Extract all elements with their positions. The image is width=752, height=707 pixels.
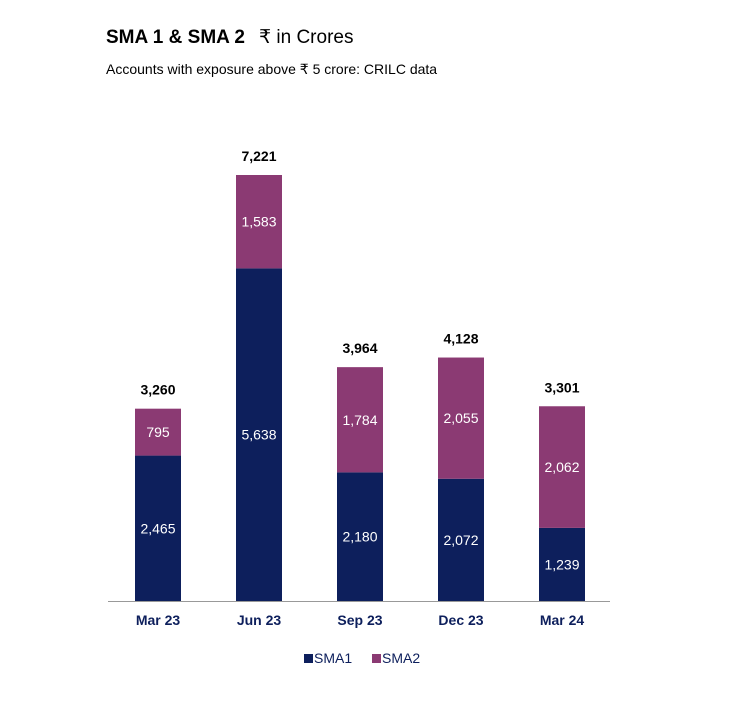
legend-swatch-sma2: [372, 654, 381, 663]
total-label-3: 4,128: [443, 330, 478, 346]
bar-sma1-2: [337, 472, 383, 601]
bar-sma2-1: [236, 175, 282, 269]
bar-sma1-1: [236, 268, 282, 601]
bar-sma1-0: [135, 455, 181, 601]
bar-sma2-2: [337, 367, 383, 473]
total-label-1: 7,221: [241, 148, 276, 164]
bar-sma1-4: [539, 527, 585, 601]
x-tick-label-2: Sep 23: [337, 612, 382, 628]
bar-sma2-4: [539, 406, 585, 528]
legend-label-sma1: SMA1: [314, 650, 352, 666]
bar-sma2-3: [438, 357, 484, 479]
legend-label-sma2: SMA2: [382, 650, 420, 666]
chart-title: SMA 1 & SMA 2: [106, 27, 246, 48]
x-tick-label-1: Jun 23: [237, 612, 282, 628]
data-label-sma1-4: 1,239: [544, 556, 579, 572]
x-tick-label-0: Mar 23: [136, 612, 181, 628]
x-tick-label-4: Mar 24: [540, 612, 585, 628]
total-label-4: 3,301: [544, 379, 579, 395]
data-label-sma2-3: 2,055: [443, 410, 478, 426]
x-tick-label-3: Dec 23: [438, 612, 483, 628]
data-label-sma1-1: 5,638: [241, 427, 276, 443]
legend-swatch-sma1: [304, 654, 313, 663]
unit-label: ₹ in Crores: [259, 27, 354, 48]
data-label-sma1-3: 2,072: [443, 532, 478, 548]
data-label-sma2-2: 1,784: [342, 412, 377, 428]
total-label-0: 3,260: [140, 382, 175, 398]
bar-sma2-0: [135, 408, 181, 456]
total-label-2: 3,964: [342, 340, 377, 356]
data-label-sma2-4: 2,062: [544, 459, 579, 475]
data-label-sma1-2: 2,180: [342, 529, 377, 545]
data-label-sma2-0: 795: [146, 424, 170, 440]
data-label-sma2-1: 1,583: [241, 214, 276, 230]
chart-subtitle: Accounts with exposure above ₹ 5 crore: …: [106, 61, 438, 77]
chart-title-row: SMA 1 & SMA 2 ₹ in Crores: [106, 26, 353, 49]
bar-sma1-3: [438, 478, 484, 601]
data-label-sma1-0: 2,465: [140, 520, 175, 536]
